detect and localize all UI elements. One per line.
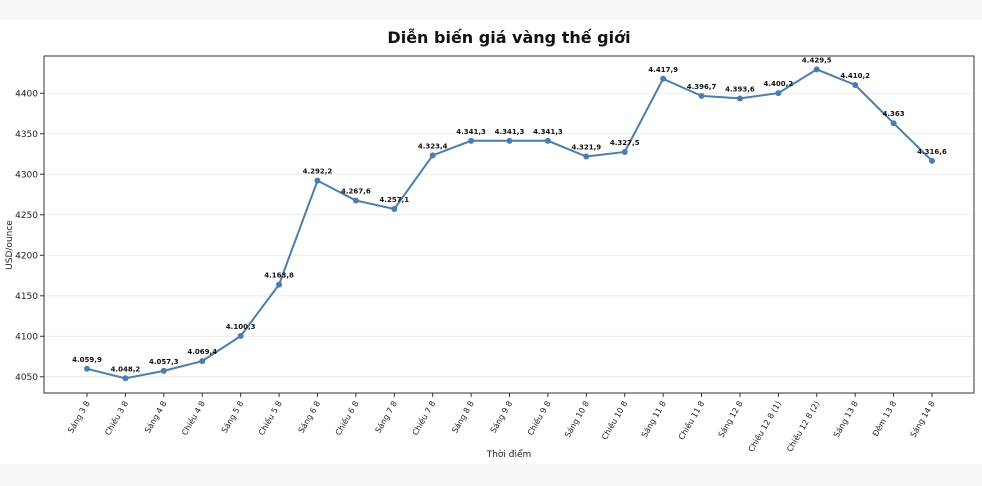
data-point	[391, 206, 398, 213]
data-labels: 4.059,9 4.048,2 4.057,3 4.069,4 4.100,3 4.163…	[72, 56, 947, 373]
data-point	[314, 177, 321, 184]
grid-lines	[44, 92, 974, 378]
data-label: 4.267,6	[341, 188, 371, 196]
data-point	[775, 90, 782, 97]
x-axis-title: Thời điểm	[486, 449, 532, 460]
data-label: 4.429,5	[802, 56, 832, 64]
data-label: 4.327,5	[610, 139, 640, 147]
x-tick-label: Chiều 5 8	[256, 399, 284, 437]
x-tick-label: Đêm 13 8	[870, 399, 898, 438]
data-label: 4.316,6	[917, 148, 947, 156]
x-tick-label: Chiều 11 8	[676, 399, 706, 441]
y-tick-label: 4050	[15, 373, 38, 383]
data-label: 4.048,2	[111, 365, 141, 373]
data-label: 4.341,3	[495, 128, 525, 136]
data-label: 4.321,9	[571, 144, 601, 152]
data-point	[237, 333, 244, 340]
y-tick-label: 4350	[15, 130, 38, 140]
plot-frame	[43, 55, 975, 394]
data-point	[698, 92, 705, 99]
data-label: 4.057,3	[149, 358, 179, 366]
data-point	[122, 375, 129, 382]
x-tick-label: Chiều 12 8 (1)	[746, 399, 783, 453]
data-point	[429, 152, 436, 159]
x-tick-label: Sáng 8 8	[450, 400, 475, 435]
data-point	[84, 365, 90, 372]
chart-card: Diễn biến giá vàng thế giới 4050 4100 4150…	[0, 20, 982, 464]
data-label: 4.163,8	[264, 272, 294, 280]
x-tick-label: Sáng 11 8	[640, 400, 668, 440]
y-axis-title: USD/ounce	[5, 220, 15, 270]
data-label: 4.100,3	[226, 323, 256, 331]
chart-title: Diễn biến giá vàng thế giới	[387, 28, 630, 47]
data-point	[813, 66, 820, 73]
line-chart: Diễn biến giá vàng thế giới 4050 4100 4150…	[5, 28, 975, 460]
data-point	[890, 120, 897, 127]
data-label: 4.059,9	[72, 356, 102, 364]
x-tick-label: Chiều 3 8	[102, 399, 130, 437]
data-label: 4.341,3	[533, 128, 563, 136]
data-point	[352, 197, 359, 204]
data-point	[160, 367, 167, 374]
series-line	[86, 68, 933, 380]
data-label: 4.363	[883, 110, 905, 118]
x-tick-label: Sáng 13 8	[832, 400, 860, 440]
data-point	[929, 157, 935, 164]
x-tick-label: Sáng 12 8	[717, 400, 745, 440]
data-label: 4.257,1	[379, 196, 409, 204]
y-tick-label: 4400	[15, 89, 38, 99]
x-tick-label: Chiều 10 8	[599, 399, 629, 441]
x-tick-label: Sáng 10 8	[563, 400, 591, 440]
x-tick-label: Chiều 9 8	[525, 399, 553, 437]
data-point	[199, 358, 206, 365]
data-point	[621, 148, 628, 155]
data-label: 4.400,2	[764, 80, 794, 88]
data-label: 4.323,4	[418, 142, 448, 150]
data-point	[544, 137, 551, 144]
x-tick-label: Chiều 4 8	[179, 399, 207, 437]
data-point	[468, 137, 475, 144]
data-label: 4.292,2	[303, 168, 333, 176]
y-tick-label: 4100	[15, 332, 38, 342]
data-points	[84, 66, 935, 382]
y-tick-label: 4200	[15, 251, 38, 261]
data-point	[660, 75, 667, 82]
x-tick-label: Sáng 5 8	[220, 400, 245, 435]
x-tick-label: Sáng 6 8	[297, 400, 322, 435]
y-tick-label: 4150	[15, 292, 38, 302]
data-point	[276, 281, 283, 288]
x-tick-label: Sáng 7 8	[374, 400, 399, 435]
y-axis: 4050 4100 4150 4200 4250 4300 4350 4400	[15, 89, 44, 383]
x-tick-label: Chiều 12 8 (2)	[784, 399, 821, 453]
data-label: 4.393,6	[725, 85, 755, 93]
data-point	[583, 153, 590, 160]
data-label: 4.341,3	[456, 128, 486, 136]
data-point	[852, 82, 859, 89]
data-label: 4.410,2	[840, 72, 870, 80]
x-tick-label: Sáng 14 8	[909, 400, 937, 440]
y-tick-label: 4250	[15, 211, 38, 221]
x-axis: Sáng 3 8 Chiều 3 8 Sáng 4 8 Chiều 4 8 Sáng 5…	[66, 393, 937, 453]
data-label: 4.396,7	[687, 83, 717, 91]
x-tick-label: Chiều 7 8	[410, 399, 438, 437]
x-tick-label: Sáng 9 8	[489, 400, 514, 435]
x-tick-label: Sáng 3 8	[66, 400, 91, 435]
x-tick-label: Chiều 6 8	[333, 399, 361, 437]
data-point	[736, 95, 743, 102]
data-point	[506, 137, 513, 144]
data-label: 4.069,4	[187, 348, 217, 356]
data-label: 4.417,9	[648, 66, 678, 74]
x-tick-label: Sáng 4 8	[143, 400, 168, 435]
y-tick-label: 4300	[15, 170, 38, 180]
